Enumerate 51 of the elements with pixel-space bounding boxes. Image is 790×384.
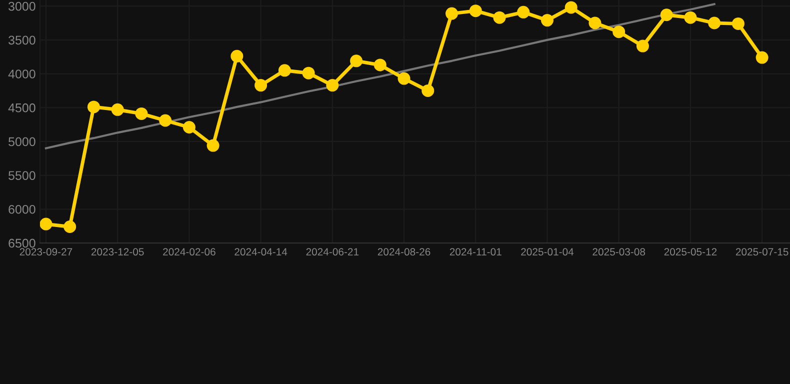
x-tick-label: 2024-02-06 [163,248,216,256]
x-tick-label: 2025-07-15 [736,248,788,256]
point [326,79,339,92]
y-tick-label: 5500 [8,171,36,180]
x-tick-label: 2024-04-14 [234,248,288,256]
point [64,220,76,234]
point [660,8,673,22]
y-tick-label: 3000 [8,2,36,11]
point [230,50,244,62]
point [374,58,386,72]
y-tick-label: 5000 [8,137,36,146]
point [350,54,363,68]
x-tick-label: 2025-01-04 [521,248,574,256]
x-tick-label: 2024-08-26 [378,248,430,256]
x-tick-label: 2024-11-01 [450,248,502,256]
point [40,218,52,230]
y-tick-label: 3500 [8,36,36,45]
point [302,66,315,80]
point [398,72,410,85]
point [636,40,649,52]
point [732,17,744,30]
point [422,84,434,97]
y-tick-label: 6000 [8,204,36,214]
point [756,51,768,64]
x-tick-label: 2023-12-05 [91,248,144,256]
point [446,7,458,20]
point [182,121,196,134]
point [493,11,506,24]
point [278,64,291,77]
point [588,16,602,30]
y-tick-label: 4500 [8,103,36,112]
point [612,26,626,38]
x-tick-label: 2023-09-27 [20,248,72,256]
point [708,16,721,30]
line-series [44,3,716,150]
x-tick-label: 2025-03-08 [592,248,646,256]
x-tick-label: 2024-06-21 [306,248,359,256]
point [254,79,268,92]
point [206,139,220,152]
point [564,1,578,14]
y-tick-label: 6500 [8,238,36,248]
point [469,4,482,18]
point [517,6,530,18]
x-tick-label: 2025-05-12 [664,248,717,256]
point [540,14,554,27]
point [87,100,100,114]
point [135,107,148,120]
point [111,103,124,116]
point [159,114,172,127]
y-tick-label: 4000 [8,70,36,78]
point [684,11,697,24]
